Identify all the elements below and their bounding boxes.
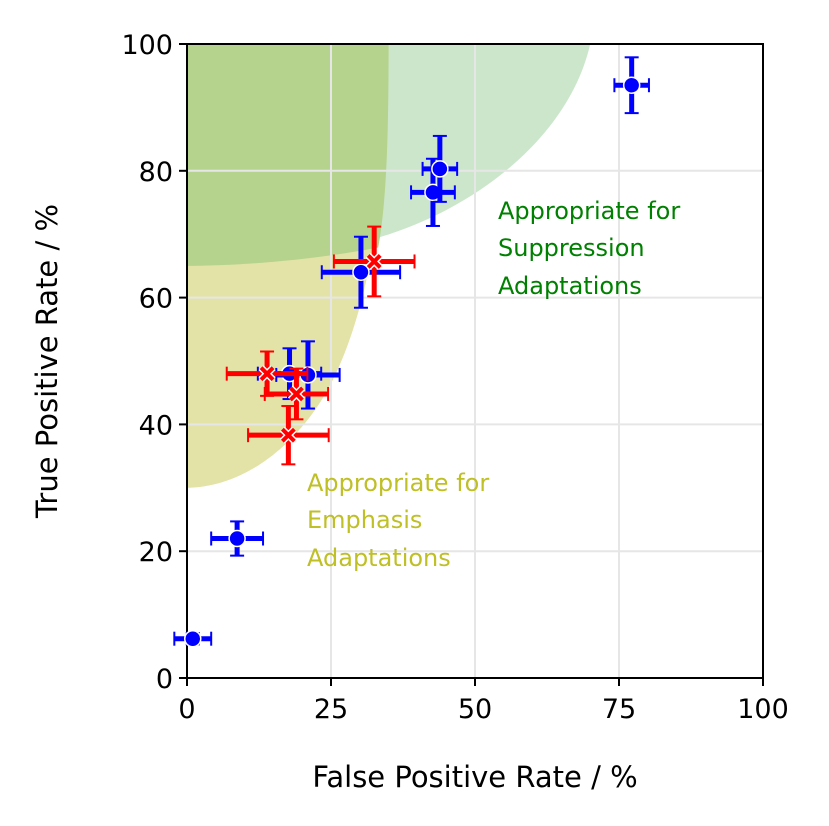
circle-marker xyxy=(184,629,202,648)
x-axis-label: False Positive Rate / % xyxy=(312,760,637,794)
shaded-regions xyxy=(187,44,591,488)
blue-circles-point xyxy=(320,235,402,309)
suppression-label-line-1: Appropriate for xyxy=(498,197,680,225)
x-tick-label: 0 xyxy=(178,694,195,725)
x-tick-label: 100 xyxy=(737,694,789,725)
red-crosses-point xyxy=(247,405,330,466)
x-marker xyxy=(289,386,304,402)
emphasis-label: Appropriate for Emphasis Adaptations xyxy=(307,469,497,572)
x-tick-label: 75 xyxy=(602,694,636,725)
circle-marker xyxy=(431,160,449,178)
y-tick-label: 80 xyxy=(139,157,173,188)
y-tick-label: 60 xyxy=(139,284,173,315)
red-crosses-point xyxy=(332,225,416,298)
x-marker xyxy=(259,366,275,382)
emphasis-label-line-3: Adaptations xyxy=(307,544,451,572)
blue-circles-point xyxy=(210,520,265,557)
suppression-label-line-2: Suppression xyxy=(498,234,645,262)
suppression-label: Appropriate for Suppression Adaptations xyxy=(498,197,688,300)
y-tick-label: 40 xyxy=(139,410,173,441)
y-axis-label: True Positive Rate / % xyxy=(30,204,64,519)
circle-marker xyxy=(352,263,370,281)
circle-marker xyxy=(622,76,641,94)
red-crosses-point xyxy=(263,367,330,421)
circle-marker xyxy=(228,529,246,548)
region-labels: Appropriate for Suppression Adaptations … xyxy=(307,197,688,572)
suppression-label-line-3: Adaptations xyxy=(498,272,642,300)
y-tick-label: 0 xyxy=(156,664,173,695)
x-tick-label: 25 xyxy=(314,694,348,725)
x-marker xyxy=(280,427,296,443)
blue-circles-point xyxy=(173,629,213,648)
blue-circles-point xyxy=(421,134,459,203)
x-tick-label: 50 xyxy=(458,694,492,725)
x-marker xyxy=(366,254,382,269)
blue-circles-point xyxy=(613,56,650,115)
y-tick-label: 20 xyxy=(139,537,173,568)
y-tick-label: 100 xyxy=(121,30,173,61)
data-points xyxy=(173,56,650,648)
overlap-region xyxy=(187,44,389,266)
emphasis-label-line-1: Appropriate for xyxy=(307,469,489,497)
emphasis-label-line-2: Emphasis xyxy=(307,506,422,534)
axis-ticks: 0 25 50 75 100 0 20 40 60 80 100 xyxy=(121,30,788,725)
